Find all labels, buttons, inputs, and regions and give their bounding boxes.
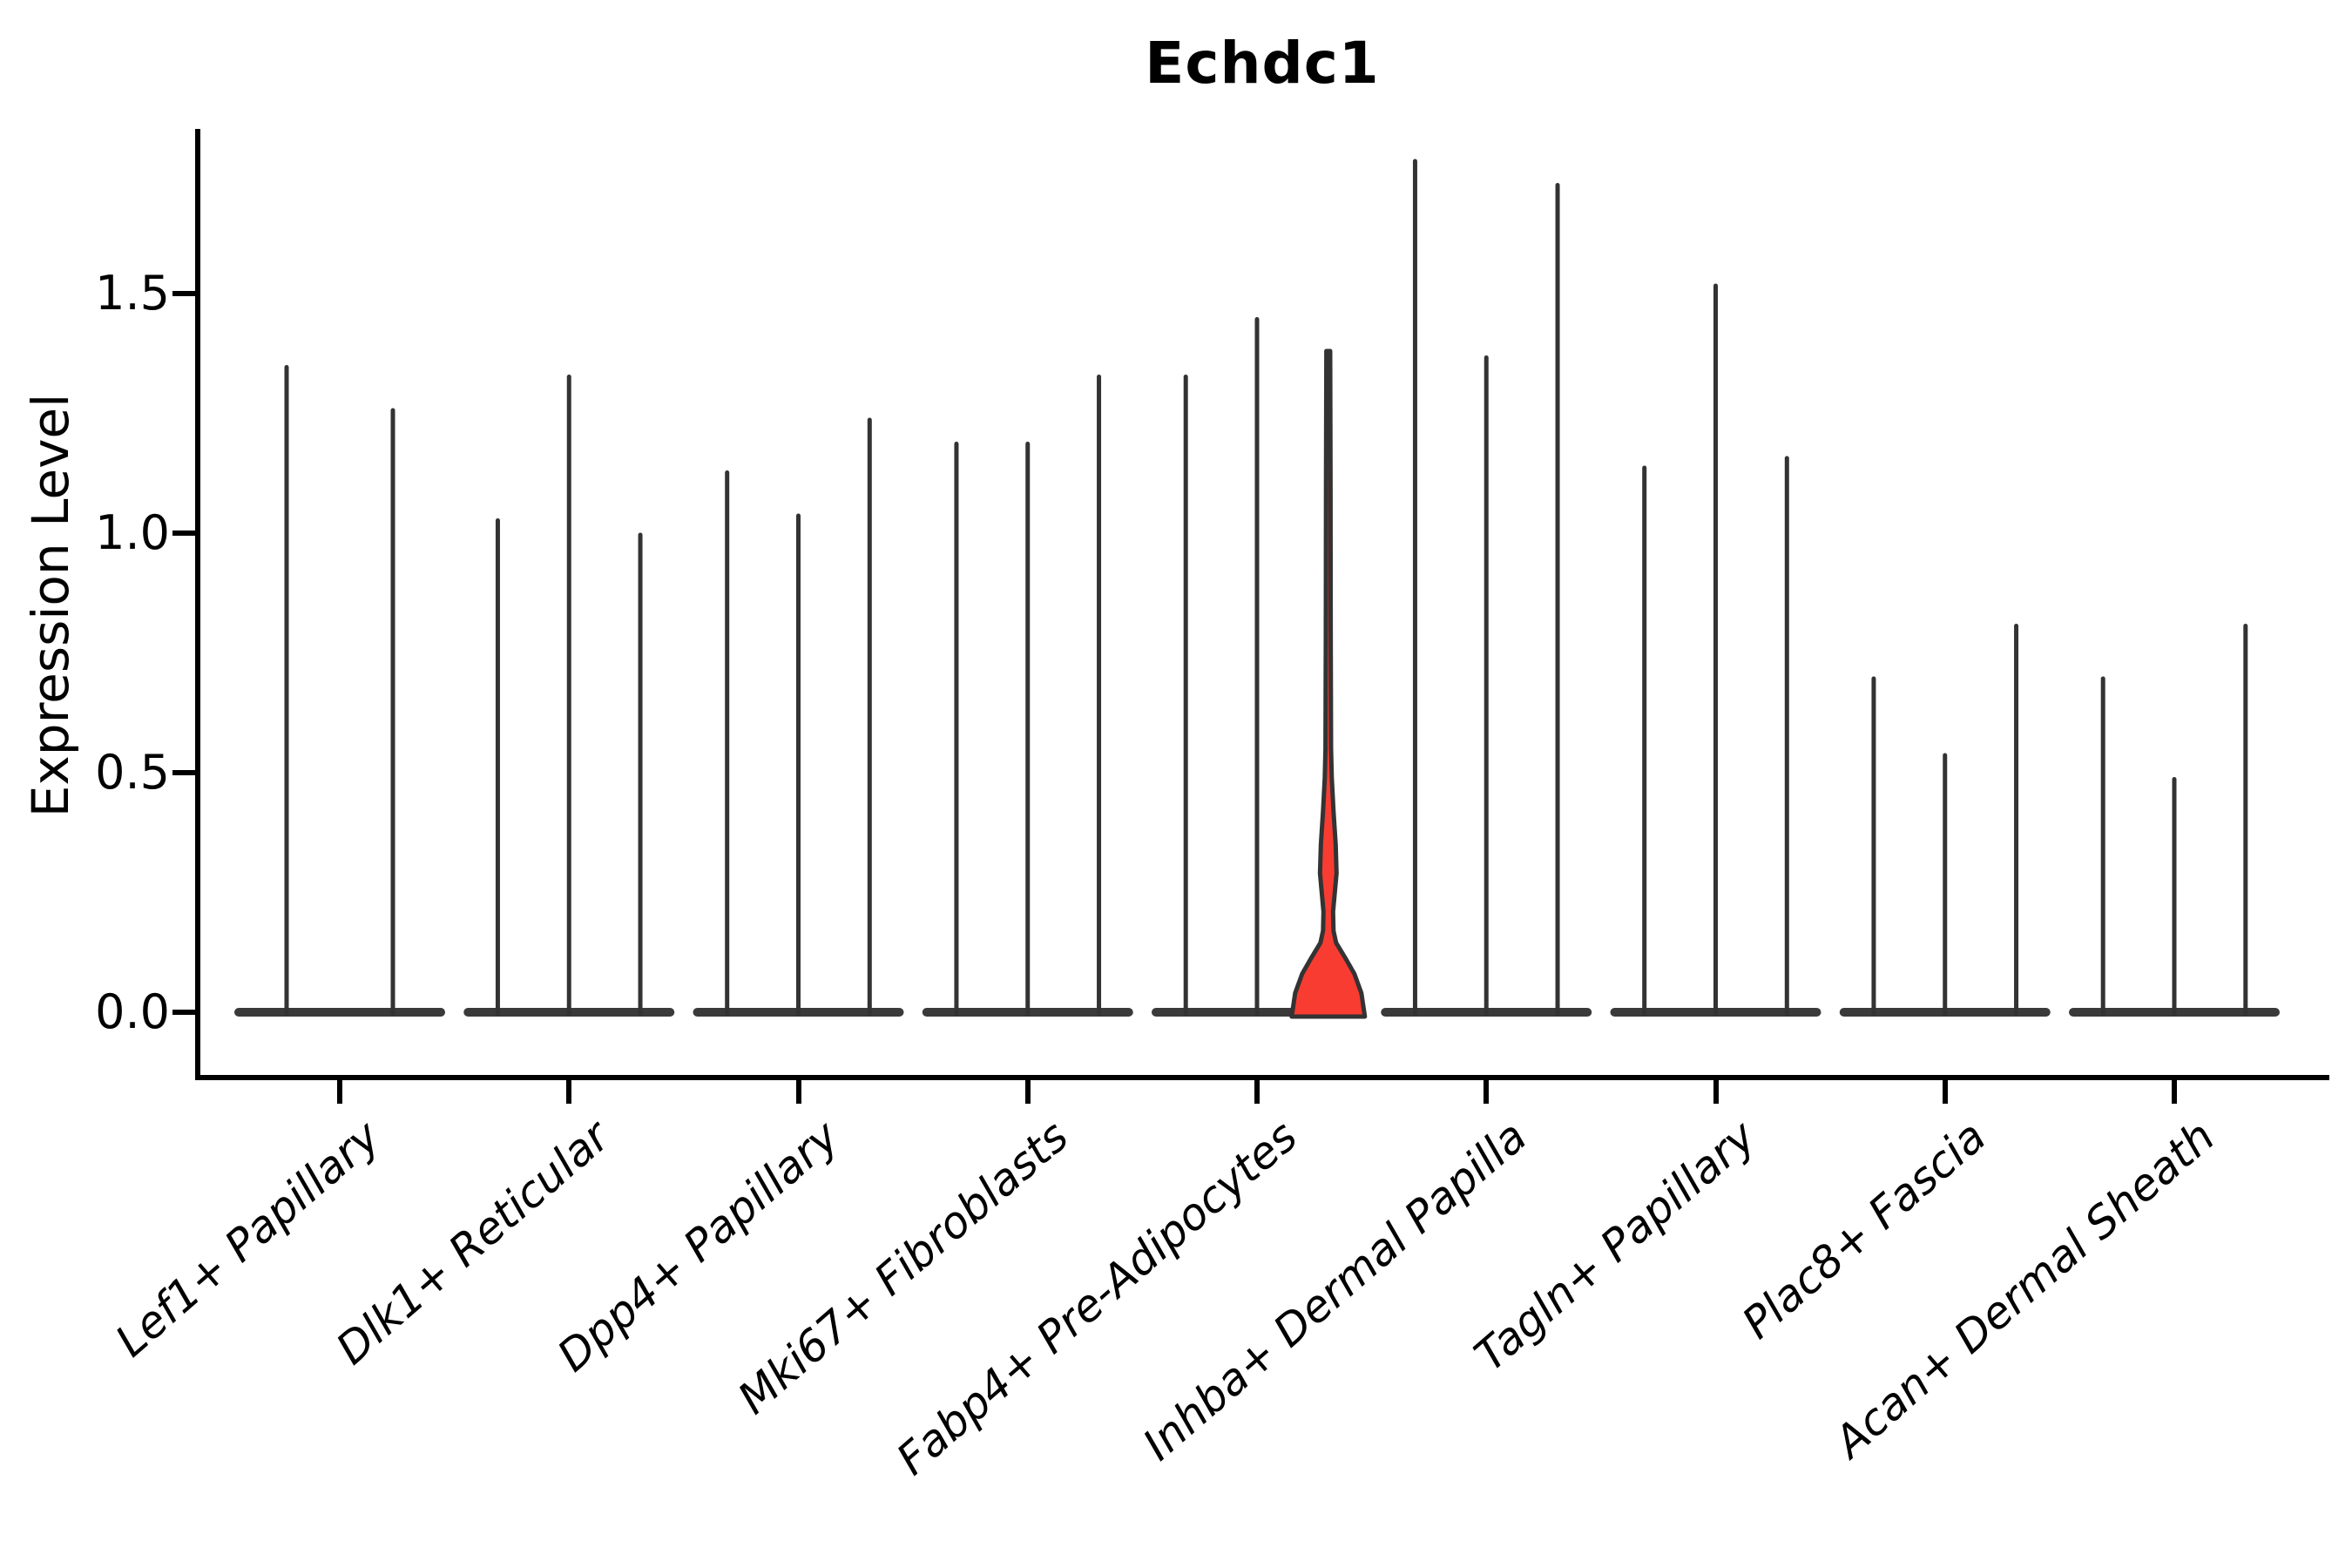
- y-tick-label: 1.0: [95, 505, 170, 560]
- x-tick-mark: [337, 1080, 342, 1104]
- y-tick-mark: [172, 1010, 195, 1015]
- x-tick-mark: [1942, 1080, 1948, 1104]
- y-tick-mark: [172, 531, 195, 536]
- chart-title: Echdc1: [1145, 30, 1380, 97]
- violin-baseline: [234, 1008, 445, 1017]
- y-tick-label: 1.5: [95, 266, 170, 321]
- y-tick-mark: [172, 291, 195, 296]
- y-tick-label: 0.5: [95, 745, 170, 800]
- y-tick-label: 0.0: [95, 984, 170, 1039]
- x-tick-mark: [1024, 1080, 1031, 1104]
- x-tick-mark: [566, 1080, 572, 1104]
- y-tick-mark: [172, 770, 195, 775]
- x-tick-mark: [1484, 1080, 1490, 1104]
- x-tick-mark: [1254, 1080, 1260, 1104]
- x-axis-spine: [195, 1075, 2329, 1080]
- y-axis-spine: [195, 129, 200, 1080]
- highlighted-violin: [1289, 348, 1368, 1019]
- x-tick-mark: [795, 1080, 801, 1104]
- x-tick-mark: [2172, 1080, 2177, 1104]
- x-tick-mark: [1713, 1080, 1719, 1104]
